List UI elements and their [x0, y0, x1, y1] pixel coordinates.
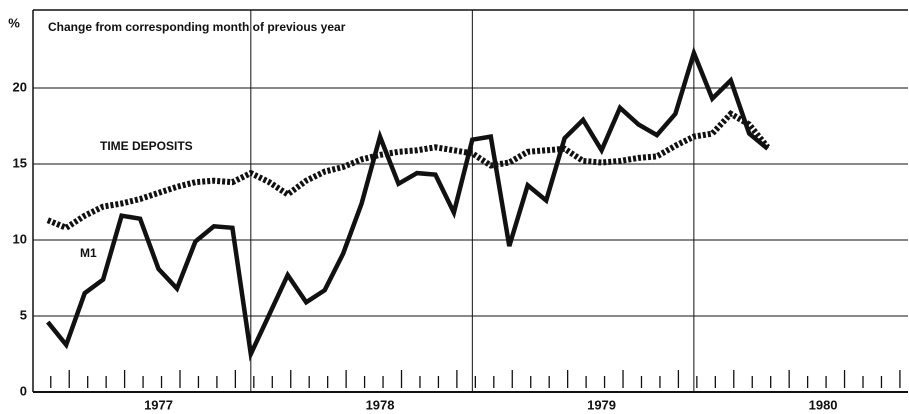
y-tick-label: 10 — [13, 231, 27, 246]
x-tick-label: 1978 — [366, 397, 395, 412]
y-axis-label: % — [8, 15, 20, 30]
y-tick-label: 20 — [13, 79, 27, 94]
series-line — [46, 46, 770, 362]
chart-subtitle: Change from corresponding month of previ… — [48, 20, 346, 34]
y-tick-label: 5 — [20, 307, 27, 322]
x-tick-label: 1980 — [809, 397, 838, 412]
y-tick-label: 15 — [13, 155, 27, 170]
series-label: M1 — [80, 246, 97, 260]
x-tick-label: 1977 — [144, 397, 173, 412]
series-label: TIME DEPOSITS — [100, 139, 193, 153]
y-tick-label: 0 — [20, 383, 27, 398]
x-tick-label: 1979 — [587, 397, 616, 412]
